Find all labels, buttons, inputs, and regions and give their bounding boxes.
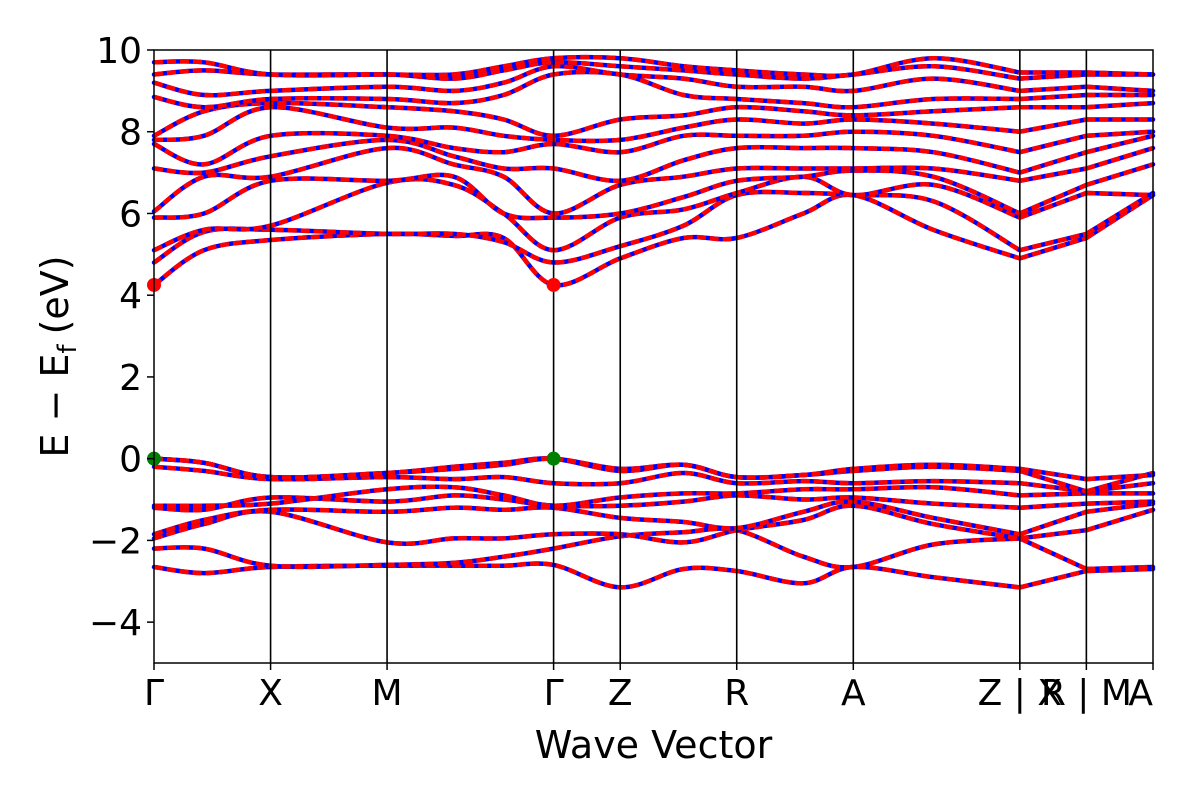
- y-tick-label-7: 10: [96, 31, 142, 72]
- cbm-marker-3: [546, 277, 561, 292]
- x-tick-label-9: A: [1128, 673, 1153, 714]
- plot-frame: [153, 49, 1154, 664]
- x-tick-label-7: Z | X: [978, 673, 1062, 714]
- band-line-14: [153, 133, 1154, 184]
- y-tick-label-3: 2: [119, 358, 142, 399]
- y-axis-title-main: E − E: [33, 354, 77, 458]
- y-tick-label-4: 4: [119, 276, 142, 317]
- x-tick-label-4: Z: [608, 673, 633, 714]
- x-tick-label-5: R: [724, 673, 749, 714]
- band-line-13: [152, 145, 1154, 216]
- band-line-12: [153, 162, 1154, 221]
- band-line-9: [152, 192, 1155, 288]
- band-edge-markers: [147, 277, 561, 466]
- x-tick-label-3: Γ: [544, 673, 564, 714]
- x-axis-title: Wave Vector: [535, 723, 773, 767]
- band-line-1: [153, 526, 1154, 572]
- x-tick-label-8: R | M: [1041, 673, 1132, 714]
- band-lines: [151, 54, 1156, 590]
- y-tick-label-6: 8: [119, 113, 142, 154]
- y-tick-label-1: −2: [89, 521, 142, 562]
- y-tick-label-5: 6: [119, 194, 142, 235]
- x-tick-label-2: M: [372, 673, 403, 714]
- y-tick-label-0: −4: [89, 603, 142, 644]
- y-tick-label-2: 0: [119, 440, 142, 481]
- vbm-marker-1: [546, 451, 561, 466]
- y-axis-ticks: −4 −2 0 2 4 6 8 10: [89, 31, 154, 644]
- band-line-2: [153, 503, 1154, 547]
- x-tick-label-6: A: [841, 673, 866, 714]
- y-axis-title-unit: (eV): [33, 255, 77, 334]
- x-tick-label-1: X: [258, 673, 283, 714]
- x-tick-label-0: Γ: [144, 673, 164, 714]
- y-axis-title: E − Ef (eV): [33, 255, 83, 457]
- band-line-11: [153, 174, 1154, 253]
- band-line-16: [153, 104, 1153, 144]
- band-line-17: [152, 100, 1154, 139]
- y-axis-title-subscript: f: [53, 344, 83, 354]
- kpath-divider-lines: [269, 50, 1088, 663]
